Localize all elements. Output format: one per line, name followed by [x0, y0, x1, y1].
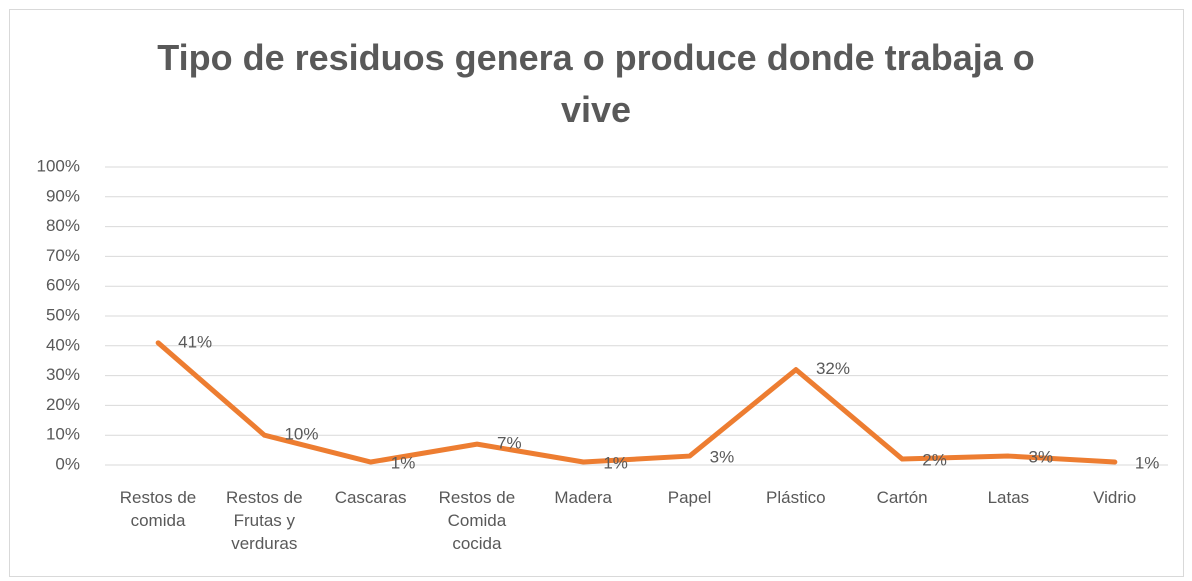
chart-border	[9, 9, 1184, 577]
data-label: 3%	[1029, 448, 1054, 467]
y-tick-label: 20%	[46, 395, 80, 414]
x-tick-label: Vidrio	[1093, 488, 1137, 507]
y-tick-label: 50%	[46, 305, 80, 324]
data-label: 1%	[1135, 454, 1160, 473]
y-tick-label: 10%	[46, 425, 80, 444]
y-tick-label: 100%	[37, 156, 80, 175]
x-tick-label: Restos de comida	[119, 488, 197, 530]
x-tick-label: Latas	[987, 488, 1030, 507]
y-tick-label: 70%	[46, 246, 80, 265]
y-tick-label: 90%	[46, 186, 80, 205]
x-tick-label: Plástico	[766, 488, 826, 507]
data-label: 41%	[178, 332, 212, 351]
x-tick-label: Madera	[554, 488, 612, 507]
data-label: 3%	[710, 448, 735, 467]
x-tick-label: Restos de Comida cocida	[438, 488, 516, 553]
data-label: 7%	[497, 434, 522, 453]
data-label: 1%	[603, 454, 628, 473]
x-tick-label: Cascaras	[334, 488, 407, 507]
chart-title: Tipo de residuos genera o produce donde …	[157, 37, 1035, 130]
data-line	[155, 340, 1118, 465]
y-tick-label: 60%	[46, 276, 80, 295]
y-tick-label: 0%	[55, 454, 80, 473]
data-label: 32%	[816, 359, 850, 378]
y-tick-label: 40%	[46, 335, 80, 354]
y-tick-label: 30%	[46, 365, 80, 384]
x-tick-label: Restos de Frutas y verduras	[226, 488, 303, 553]
x-tick-label: Cartón	[876, 488, 928, 507]
data-label: 2%	[922, 451, 947, 470]
x-tick-label: Papel	[667, 488, 712, 507]
data-label: 1%	[391, 454, 416, 473]
data-label: 10%	[284, 425, 318, 444]
y-tick-label: 80%	[46, 216, 80, 235]
